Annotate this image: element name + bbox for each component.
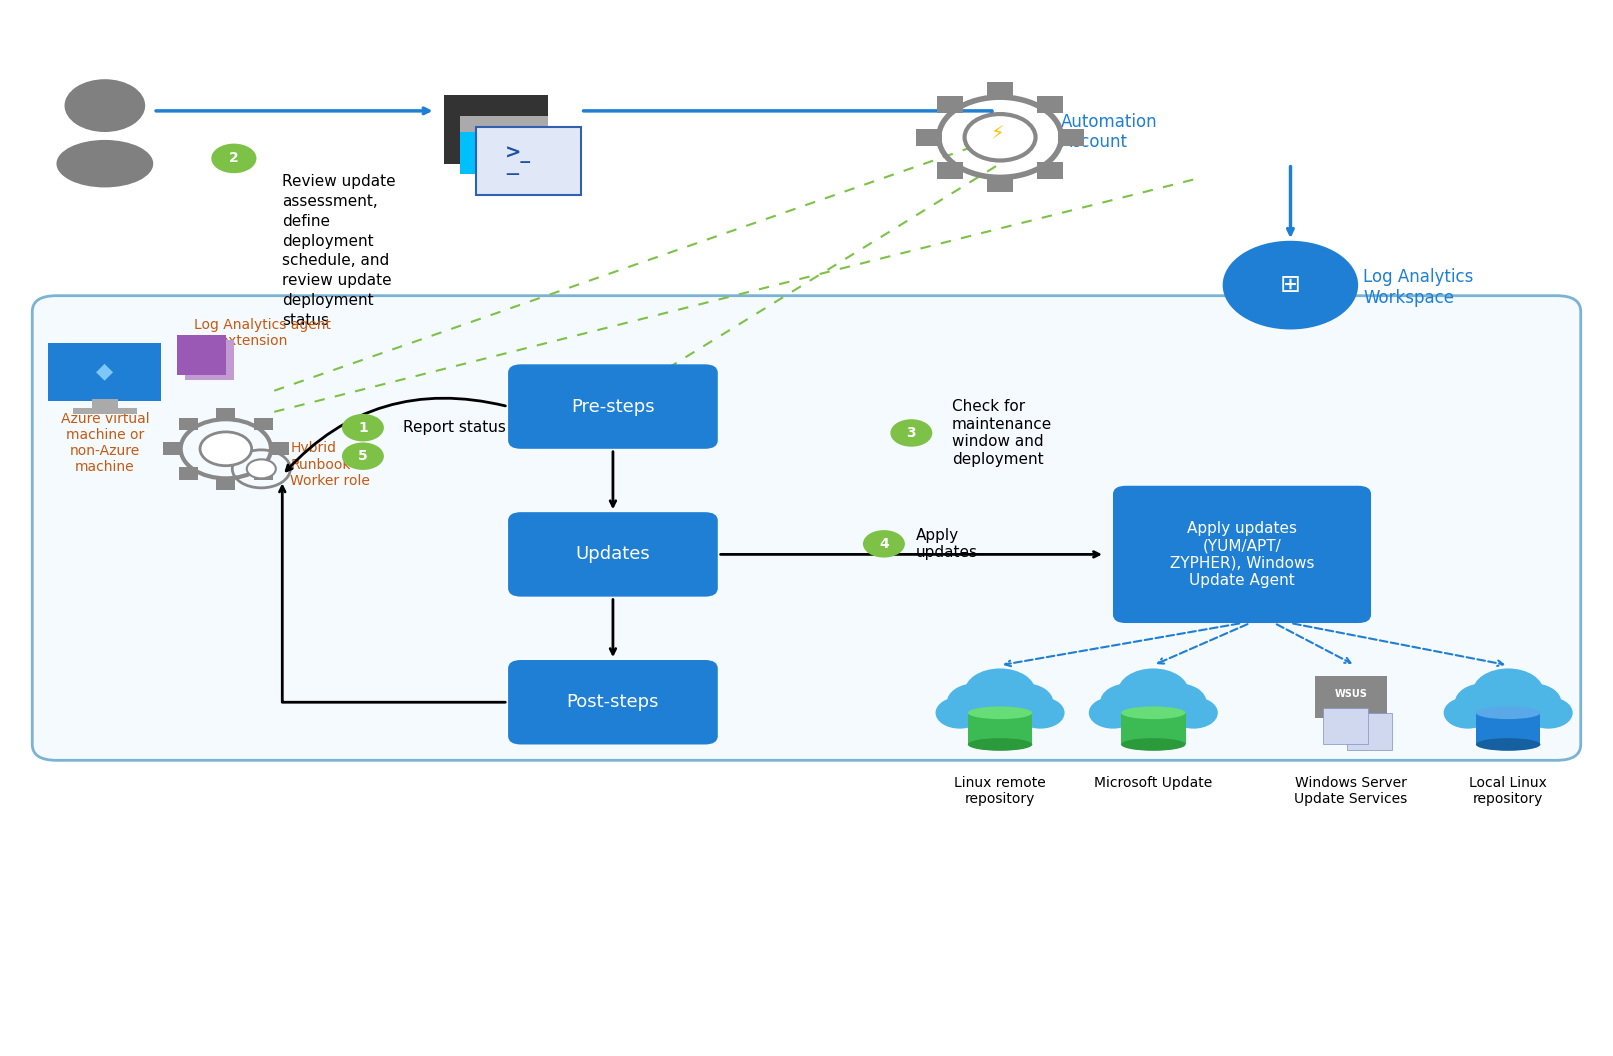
Circle shape [200,432,252,466]
Text: Apply updates
(YUM/APT/
ZYPHER), Windows
Update Agent: Apply updates (YUM/APT/ ZYPHER), Windows… [1169,521,1315,588]
FancyBboxPatch shape [968,713,1032,744]
Text: ⚡: ⚡ [990,125,1003,144]
FancyBboxPatch shape [1108,699,1198,720]
FancyBboxPatch shape [185,340,234,380]
Text: Post-steps: Post-steps [566,693,660,712]
Text: Pre-steps: Pre-steps [571,397,655,416]
FancyBboxPatch shape [1113,486,1371,623]
Circle shape [1455,683,1513,721]
FancyBboxPatch shape [32,296,1581,760]
Text: 5: 5 [358,449,368,464]
Circle shape [947,683,1005,721]
Circle shape [342,414,384,441]
Text: 2: 2 [229,151,239,166]
FancyBboxPatch shape [987,82,1013,99]
FancyBboxPatch shape [916,129,942,146]
Circle shape [1223,241,1358,329]
FancyBboxPatch shape [216,408,235,420]
FancyBboxPatch shape [177,335,226,375]
FancyBboxPatch shape [1037,96,1063,113]
Text: Apply
updates: Apply updates [916,528,977,560]
Circle shape [1503,683,1561,721]
Text: Review update
assessment,
define
deployment
schedule, and
review update
deployme: Review update assessment, define deploym… [282,174,395,327]
Text: Check for
maintenance
window and
deployment: Check for maintenance window and deploym… [952,399,1052,467]
Text: Microsoft Update: Microsoft Update [1094,776,1213,790]
FancyBboxPatch shape [1315,676,1387,718]
Circle shape [342,442,384,470]
FancyBboxPatch shape [253,467,273,479]
Circle shape [965,114,1036,161]
Text: WSUS: WSUS [1334,689,1368,699]
Text: Automation
Account: Automation Account [1061,113,1158,151]
Text: 1: 1 [358,420,368,435]
FancyBboxPatch shape [1323,708,1368,744]
FancyBboxPatch shape [73,408,137,414]
FancyBboxPatch shape [508,364,718,449]
Ellipse shape [1476,738,1540,751]
Circle shape [890,419,932,447]
Circle shape [1169,697,1218,729]
Circle shape [1016,697,1065,729]
Circle shape [211,144,256,173]
Ellipse shape [1121,738,1186,751]
Text: Windows Server
Update Services: Windows Server Update Services [1294,776,1408,807]
FancyBboxPatch shape [216,477,235,490]
FancyBboxPatch shape [508,660,718,744]
Circle shape [65,79,145,132]
FancyBboxPatch shape [163,442,182,455]
Text: Log Analytics
Workspace: Log Analytics Workspace [1363,268,1473,306]
Circle shape [1089,697,1137,729]
Circle shape [936,697,984,729]
Ellipse shape [1121,706,1186,719]
Circle shape [247,459,276,478]
FancyBboxPatch shape [179,467,198,479]
Text: Log Analytics agent
VM extension: Log Analytics agent VM extension [194,318,331,347]
Circle shape [1473,668,1544,715]
Text: Local Linux
repository: Local Linux repository [1469,776,1547,807]
FancyBboxPatch shape [937,96,963,113]
FancyBboxPatch shape [48,343,161,401]
Text: Linux remote
repository: Linux remote repository [955,776,1045,807]
FancyBboxPatch shape [1463,699,1553,720]
FancyBboxPatch shape [253,418,273,431]
Circle shape [965,668,1036,715]
FancyBboxPatch shape [1058,129,1084,146]
Text: >_: >_ [505,144,531,163]
FancyBboxPatch shape [1476,713,1540,744]
Text: —: — [505,167,519,182]
FancyBboxPatch shape [269,442,289,455]
FancyBboxPatch shape [460,116,548,174]
Circle shape [1100,683,1158,721]
Circle shape [1118,668,1189,715]
Circle shape [1444,697,1492,729]
Text: 3: 3 [907,426,916,440]
Text: Hybrid
Runbook
Worker role: Hybrid Runbook Worker role [290,441,371,488]
FancyBboxPatch shape [460,116,548,132]
Text: Report status: Report status [403,420,506,435]
FancyBboxPatch shape [508,512,718,597]
FancyBboxPatch shape [444,95,548,164]
Ellipse shape [968,706,1032,719]
Ellipse shape [1476,706,1540,719]
Text: Azure virtual
machine or
non-Azure
machine: Azure virtual machine or non-Azure machi… [61,412,148,474]
Text: ◆: ◆ [97,362,113,381]
Circle shape [863,530,905,558]
FancyBboxPatch shape [476,127,581,195]
FancyBboxPatch shape [179,418,198,431]
FancyBboxPatch shape [1121,713,1186,744]
Circle shape [995,683,1053,721]
Text: Updates: Updates [576,545,650,564]
Ellipse shape [56,140,153,188]
FancyBboxPatch shape [1347,713,1392,750]
Text: ⊞: ⊞ [1279,274,1302,297]
FancyBboxPatch shape [1037,162,1063,178]
Circle shape [1524,697,1573,729]
FancyBboxPatch shape [955,699,1045,720]
FancyBboxPatch shape [92,399,118,410]
Circle shape [1148,683,1207,721]
FancyBboxPatch shape [937,162,963,178]
Ellipse shape [968,738,1032,751]
FancyBboxPatch shape [987,175,1013,192]
Text: 4: 4 [879,536,889,551]
